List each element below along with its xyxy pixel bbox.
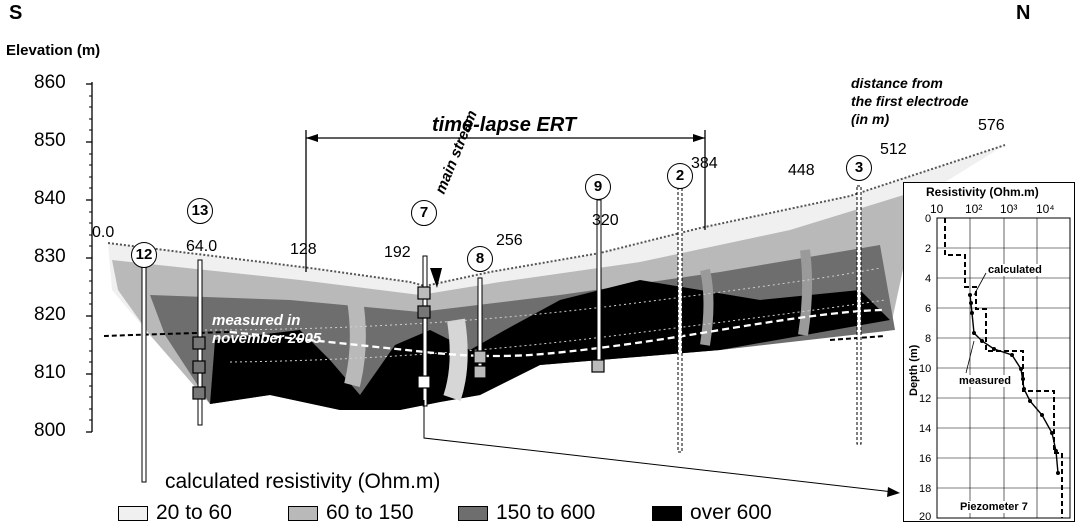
y-tick-label: 860 (34, 72, 66, 94)
borehole-label: 9 (585, 174, 611, 200)
distance-label: 448 (788, 162, 815, 180)
borehole-label: 13 (187, 198, 213, 224)
anomaly-streak (705, 270, 709, 345)
borehole-2-pipe (678, 167, 682, 452)
borehole-label: 3 (846, 155, 872, 181)
legend-item: 20 to 60 (118, 501, 232, 525)
anomaly-streak (803, 250, 807, 335)
inset-plot (904, 183, 1076, 523)
distance-note: distance from the first electrode (in m) (851, 74, 968, 128)
legend-swatch (652, 506, 682, 521)
screen-square (418, 306, 430, 318)
distance-label: 64.0 (186, 238, 217, 256)
piezometer-inset: Resistivity (Ohm.m) 10 10² 10³ 10⁴ Depth… (903, 182, 1075, 522)
borehole-label: 2 (667, 163, 693, 189)
screen-square (474, 351, 486, 363)
legend-item: 150 to 600 (458, 501, 595, 525)
north-label: N (1016, 2, 1030, 25)
inset-calculated-label: calculated (988, 264, 1042, 276)
south-label: S (9, 2, 22, 25)
screen-square (193, 337, 205, 349)
y-tick-label: 820 (34, 304, 66, 326)
y-tick-label: 850 (34, 130, 66, 152)
y-tick-label: 810 (34, 362, 66, 384)
y-tick-label: 830 (34, 246, 66, 268)
borehole-label: 7 (411, 200, 437, 226)
screen-square (474, 366, 486, 378)
screen-square (193, 387, 205, 399)
legend-title: calculated resistivity (Ohm.m) (165, 470, 440, 494)
screen-square (418, 287, 430, 299)
legend-item: over 600 (652, 501, 772, 525)
distance-label: 128 (290, 241, 317, 259)
y-tick-label: 800 (34, 420, 66, 442)
anomaly-streak (352, 300, 358, 385)
distance-label: 576 (978, 117, 1005, 135)
distance-label: 384 (691, 155, 718, 173)
legend-swatch (118, 506, 148, 521)
distance-label: 0.0 (92, 224, 114, 242)
inset-caption: Piezometer 7 (960, 501, 1028, 513)
legend-swatch (458, 506, 488, 521)
measured-note: measured in november 2005 (212, 312, 321, 348)
distance-label: 256 (496, 232, 523, 250)
screen-square (418, 376, 430, 388)
distance-label: 192 (384, 244, 411, 262)
borehole-12-pipe (142, 252, 146, 482)
legend-swatch (288, 506, 318, 521)
screen-square (592, 360, 604, 372)
inset-measured-label: measured (959, 375, 1011, 387)
y-axis-title: Elevation (m) (6, 42, 100, 59)
borehole-label: 12 (131, 242, 157, 268)
y-tick-label: 840 (34, 188, 66, 210)
legend-item: 60 to 150 (288, 501, 414, 525)
distance-label: 512 (880, 141, 907, 159)
distance-label: 320 (592, 212, 619, 230)
borehole-label: 8 (467, 246, 493, 272)
borehole-3-pipe (857, 186, 861, 444)
anomaly-streak (452, 320, 459, 398)
screen-square (193, 361, 205, 373)
